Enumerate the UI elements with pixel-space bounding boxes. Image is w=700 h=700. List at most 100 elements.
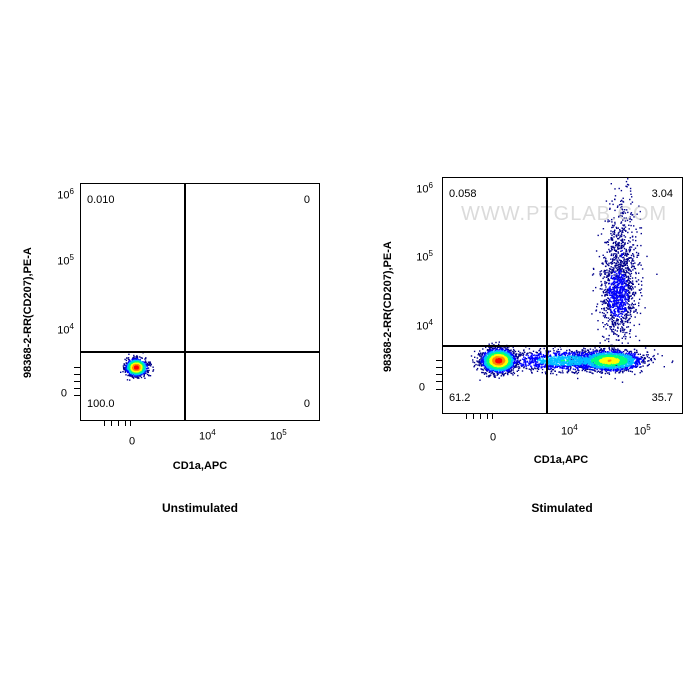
event-dot xyxy=(617,227,619,229)
event-dot xyxy=(624,298,626,300)
event-dot xyxy=(625,369,627,371)
event-dot xyxy=(531,355,533,358)
event-dot xyxy=(495,369,497,372)
event-dot xyxy=(616,294,618,297)
event-dot xyxy=(628,282,630,284)
event-dot xyxy=(625,313,628,316)
event-dot xyxy=(610,291,613,293)
event-dot xyxy=(629,269,631,271)
event-dot xyxy=(612,290,615,292)
event-dot xyxy=(633,365,636,368)
event-dot xyxy=(617,327,619,329)
event-dot xyxy=(617,245,619,247)
event-dot xyxy=(554,346,556,348)
event-dot xyxy=(620,292,623,294)
event-dot xyxy=(611,239,614,241)
event-dot xyxy=(540,367,542,369)
event-dot xyxy=(621,290,623,292)
event-dot xyxy=(612,203,614,206)
event-dot xyxy=(602,228,605,230)
event-dot xyxy=(618,272,620,274)
event-dot xyxy=(549,355,552,358)
event-dot xyxy=(145,372,147,374)
event-dot xyxy=(128,374,130,376)
event-dot xyxy=(613,289,616,291)
event-dot xyxy=(620,292,622,295)
event-dot xyxy=(630,356,633,358)
event-dot xyxy=(550,372,552,375)
event-dot xyxy=(623,310,626,312)
event-dot xyxy=(622,331,624,333)
event-dot xyxy=(611,316,613,319)
event-dot xyxy=(620,264,622,267)
event-dot xyxy=(632,357,635,359)
event-dot xyxy=(542,355,545,357)
event-dot xyxy=(629,275,632,277)
event-dot xyxy=(585,366,588,368)
event-dot xyxy=(596,350,599,353)
event-dot xyxy=(494,349,496,352)
event-dot xyxy=(630,352,633,355)
event-dot xyxy=(610,317,612,320)
event-dot xyxy=(617,319,619,321)
event-dot xyxy=(616,288,618,291)
event-dot xyxy=(138,377,140,379)
event-dot xyxy=(553,355,555,358)
event-dot xyxy=(572,364,574,367)
event-dot xyxy=(640,366,642,368)
event-dot xyxy=(125,374,127,376)
event-dot xyxy=(604,260,607,263)
event-dot xyxy=(561,367,563,369)
event-dot xyxy=(145,361,147,363)
event-dot xyxy=(639,289,641,291)
event-dot xyxy=(625,300,627,303)
event-dot xyxy=(629,295,631,297)
y-tick-10e6-stimulated: 106 xyxy=(416,181,433,196)
event-dot xyxy=(607,277,609,280)
event-dot xyxy=(631,280,634,282)
event-dot xyxy=(608,273,610,275)
event-dot xyxy=(603,326,605,328)
event-dot xyxy=(613,347,615,349)
event-dot xyxy=(624,260,626,263)
event-dot xyxy=(129,372,132,374)
event-dot xyxy=(480,359,483,361)
event-dot xyxy=(624,282,626,285)
event-dot xyxy=(606,300,608,302)
event-dot xyxy=(629,285,632,288)
event-dot xyxy=(614,351,616,354)
event-dot xyxy=(586,355,588,357)
event-dot xyxy=(575,366,577,369)
event-dot xyxy=(631,260,633,262)
event-dot xyxy=(622,371,624,374)
event-dot xyxy=(601,308,603,310)
event-dot xyxy=(556,350,558,352)
event-dot xyxy=(587,365,590,367)
event-dot xyxy=(640,292,642,294)
event-dot xyxy=(623,294,626,296)
event-dot xyxy=(584,365,586,367)
event-dot xyxy=(476,360,478,362)
event-dot xyxy=(577,365,580,368)
event-dot xyxy=(633,291,635,294)
event-dot xyxy=(611,224,614,227)
event-dot xyxy=(637,252,640,255)
event-dot xyxy=(126,369,128,371)
event-dot xyxy=(502,350,505,352)
event-dot xyxy=(617,291,619,294)
event-dot xyxy=(624,242,626,244)
event-dot xyxy=(582,367,584,369)
event-dot xyxy=(648,357,650,359)
event-dot xyxy=(620,260,622,262)
event-dot xyxy=(489,347,491,349)
event-dot xyxy=(623,370,625,372)
event-dot xyxy=(566,367,568,369)
event-dot xyxy=(629,278,631,280)
event-dot xyxy=(639,353,641,355)
event-dot xyxy=(492,348,495,350)
event-dot xyxy=(586,353,588,355)
event-dot xyxy=(619,289,621,292)
event-dot xyxy=(616,289,618,292)
event-dot xyxy=(493,347,496,350)
event-dot xyxy=(613,367,615,369)
